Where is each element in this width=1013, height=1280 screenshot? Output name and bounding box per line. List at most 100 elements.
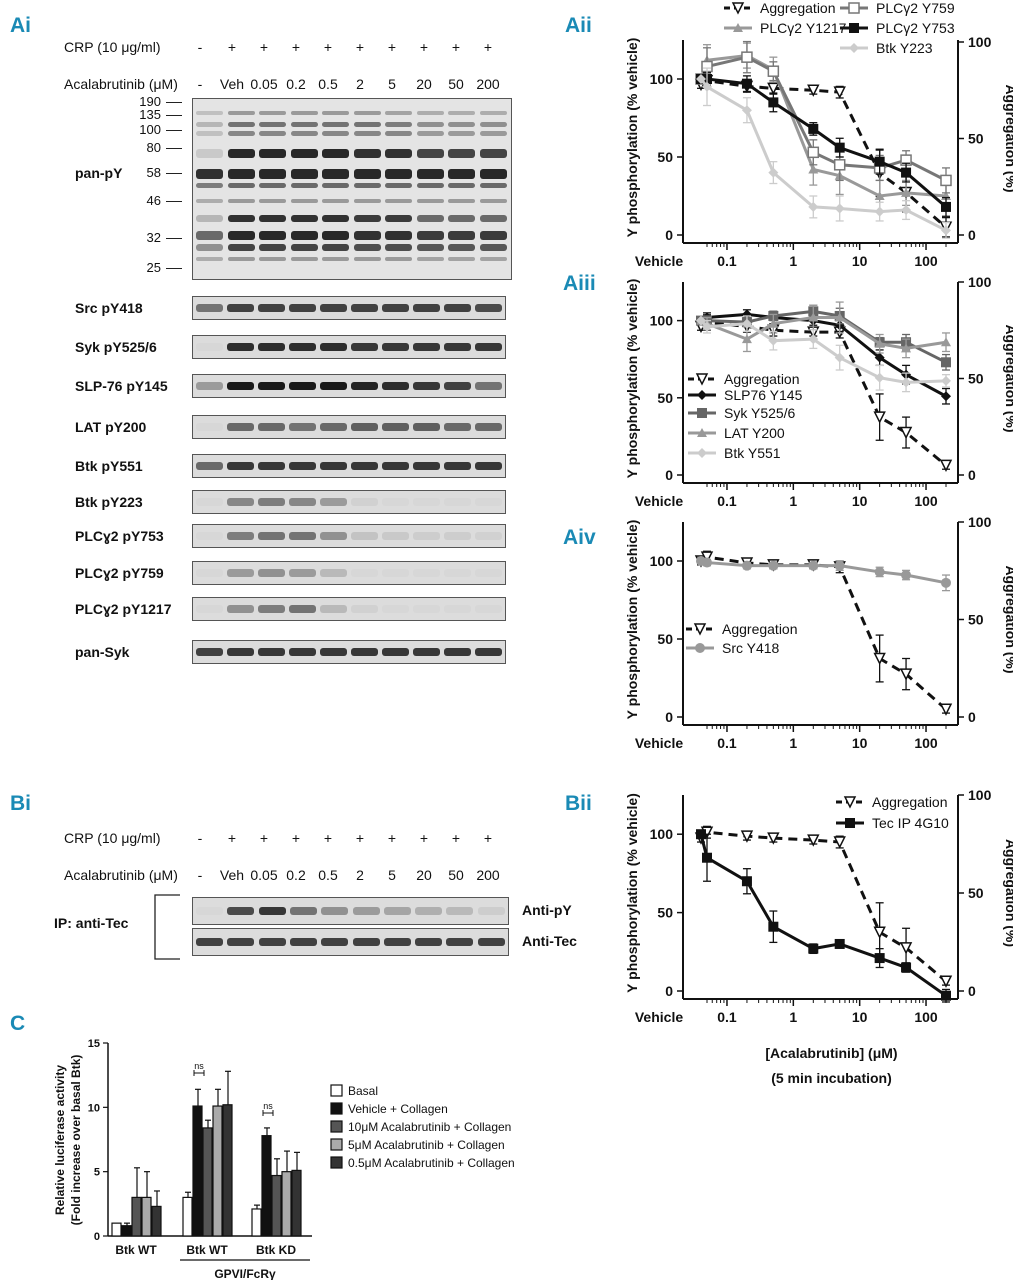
bi-blot-band [415,938,443,946]
pan-py-band [322,122,349,127]
blot-band [351,605,378,613]
blot-band [320,304,347,312]
y-tick-label-left: 0 [665,227,673,243]
blot-band [413,423,440,431]
blot-strip [192,597,506,621]
blot-band [475,462,502,470]
x-tick-label: 100 [914,1009,938,1025]
bi-dose-2: 0.05 [250,867,278,883]
x-tick-label: 10 [852,735,868,751]
pan-py-band [448,122,475,127]
marker-sq-open [741,51,753,63]
blot-row-label: Src pY418 [75,300,143,316]
panel-label-aiii: Aiii [563,272,596,295]
y-axis-label-right: Aggregation (%) [1003,565,1013,673]
pan-py-band [259,183,286,188]
ai-dose-2: 0.05 [250,76,278,92]
bi-acala-label: Acalabrutinib (μM) [64,867,178,883]
bi-blot-band [227,938,255,946]
series-plc-2-y1217 [696,42,951,213]
marker-diamond [874,206,885,217]
mw-marker: 58 [146,165,161,180]
marker-sq-open [940,174,952,187]
marker-tri-open [873,411,886,424]
marker-tri [901,343,912,353]
pan-py-band [385,215,412,222]
x-tick-label: Vehicle [635,493,683,509]
y-axis-label-left: Y phosphorylation (% vehicle) [624,279,640,479]
c-legend-swatch [330,1084,343,1097]
ai-dose-7: 20 [416,76,432,92]
x-tick-label: Vehicle [635,1009,683,1025]
blot-band [382,605,409,613]
marker-tri-open [767,82,780,95]
pan-py-band [322,199,349,203]
c-bar [222,1104,233,1237]
marker-sq [697,408,707,418]
marker-tri [697,428,707,437]
y-tick-label-left: 100 [650,826,674,842]
blot-band [382,462,409,470]
blot-band [475,498,502,506]
marker-tri-open [731,2,745,15]
blot-band [413,343,440,351]
pan-py-band [385,111,412,115]
pan-py-band [290,257,318,261]
bi-blot-band [289,907,317,915]
c-y-label: Relative luciferase activity [53,1065,67,1215]
series-btk-y223 [696,67,951,239]
bi-blot-band [321,907,349,915]
legend-label: Aggregation [722,621,798,637]
blot-band [382,423,409,431]
blot-band [475,382,502,390]
chart-bii: 0 50 100 0 50 100 Vehicle 0.1 1 10 100 Y phosphoryl… [624,787,1013,1086]
legend-item: SLP76 Y145 [688,387,803,403]
c-bar [192,1105,203,1237]
blot-band [413,569,440,577]
series-src-y418 [696,556,951,592]
x-tick-label: 100 [914,253,938,269]
c-group-label: Btk WT [115,1243,157,1257]
pan-py-band [416,111,444,115]
marker-diamond [901,205,912,216]
x-tick-label: 0.1 [717,1009,737,1025]
pan-py-band [385,149,412,158]
pan-py-band [448,111,475,115]
pan-py-band [385,169,412,179]
y-axis-label-right: Aggregation (%) [1003,324,1013,432]
ai-crp-sign-6: + [387,39,397,55]
pan-py-band [448,131,475,136]
c-super-label: GPVI/FcRγ [214,1267,276,1280]
bi-blot-band [258,938,286,946]
legend-label: Btk Y223 [876,40,933,56]
bi-blot-band [258,907,286,915]
marker-sq [808,943,819,954]
pan-py-band [259,169,286,179]
y-tick-label-right: 50 [968,885,984,901]
legend-label: Tec IP 4G10 [872,815,949,831]
blot-band [196,648,223,656]
c-bar [291,1169,302,1237]
pan-py-band [353,257,381,261]
marker-tri-open [807,834,820,847]
pan-py-band [290,149,318,158]
pan-py-band [479,244,507,251]
y-tick-label-right: 100 [968,787,992,803]
bi-crp-sign-4: + [323,830,333,846]
blot-band [351,462,378,470]
blot-band [351,498,378,506]
ai-crp-sign-0: - [197,39,203,55]
marker-diamond [941,225,951,236]
legend-label: LAT Y200 [724,425,785,441]
c-bar [251,1208,262,1237]
marker-tri [733,23,743,32]
marker-tri-open [899,942,913,955]
blot-band [444,304,471,312]
legend-label: PLCγ2 Y759 [876,0,955,16]
mw-marker: 32 [146,230,161,245]
ai-dose-4: 0.5 [318,76,338,92]
x-tick-label: 10 [852,493,868,509]
pan-py-band [416,244,444,251]
blot-band [413,532,440,540]
bi-blot-band [352,938,380,946]
